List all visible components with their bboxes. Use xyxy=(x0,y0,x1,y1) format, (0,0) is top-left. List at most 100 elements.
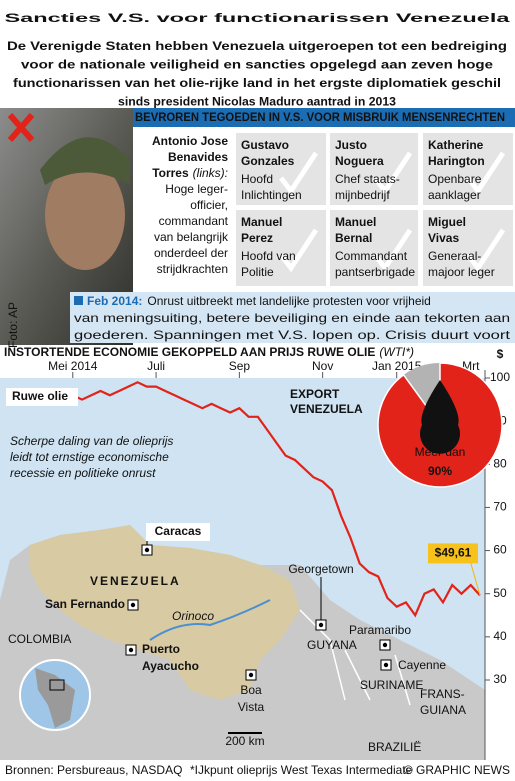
person-role: Hoofd van xyxy=(241,249,296,263)
city-dot xyxy=(128,647,134,653)
person-name: Benavides xyxy=(168,150,228,164)
city-label-bg xyxy=(146,523,210,541)
neighbor-label: BRAZILIË xyxy=(368,740,421,754)
city-label: Vista xyxy=(238,700,265,714)
city-dot xyxy=(382,642,388,648)
person-description: officier, xyxy=(190,198,228,212)
river-label: Orinoco xyxy=(172,609,214,623)
y-tick-label: 70 xyxy=(493,500,507,514)
oil-drop xyxy=(420,380,461,454)
city-dot xyxy=(248,672,254,678)
pie-category: Olie xyxy=(429,420,452,434)
red-cross xyxy=(7,113,35,142)
border-lines xyxy=(299,609,411,706)
person-role: Inlichtingen xyxy=(241,188,302,202)
person-role: Openbare xyxy=(428,172,482,186)
person-name: Noguera xyxy=(335,154,384,168)
y-unit: $ xyxy=(497,347,504,361)
y-tick-label: 80 xyxy=(493,456,507,470)
person-name: Justo xyxy=(335,138,367,152)
city-dot xyxy=(318,622,324,628)
x-tick-label: Juli xyxy=(147,359,165,373)
neighbor-label: FRANS- xyxy=(420,687,465,701)
timeline-line: Feb 2014: Onrust uitbreekt met landelijke… xyxy=(87,294,431,308)
banner-text: BEVROREN TEGOEDEN IN V.S. VOOR MISBRUIK … xyxy=(135,110,505,124)
city-label: Puerto xyxy=(142,642,180,656)
venezuela-land xyxy=(30,525,300,700)
person-role: Politie xyxy=(241,265,274,279)
neighbor-label: GUIANA xyxy=(420,703,466,717)
person-name-line: Torres (links): xyxy=(152,166,228,180)
card-check xyxy=(466,228,506,273)
person-card xyxy=(423,210,513,286)
person-description: Hoge leger- xyxy=(165,182,228,196)
person-role: Chef staats- xyxy=(335,172,400,186)
person-name: Bernal xyxy=(335,231,372,245)
person-name: Torres xyxy=(152,166,189,180)
x-tick-label: Mei 2014 xyxy=(48,359,98,373)
timeline-bg xyxy=(70,292,515,343)
footer-credit: © GRAPHIC NEWS xyxy=(404,763,510,777)
timeline-text: goederen. Spanningen met V.S. lopen op. … xyxy=(74,328,511,342)
city-dot xyxy=(144,547,150,553)
annotation: leidt tot ernstige economische xyxy=(10,450,169,464)
person-role: Hoofd xyxy=(241,172,273,186)
price-line xyxy=(7,381,481,618)
card-check xyxy=(279,151,319,196)
neighbor-label: SURINAME xyxy=(360,678,423,692)
value-label: $49,61 xyxy=(435,546,472,560)
photo-cap xyxy=(40,137,130,185)
person-role: Generaal- xyxy=(428,249,481,263)
photo-credit: Foto: AP xyxy=(6,302,20,348)
scale-label: 200 km xyxy=(225,734,264,748)
legend-bg xyxy=(6,388,78,406)
neighbor-label: COLOMBIA xyxy=(8,632,71,646)
person-name: Katherine xyxy=(428,138,484,152)
timeline-date: Feb 2014: xyxy=(87,294,142,308)
city-label: Boa xyxy=(240,683,262,697)
pie-value-label: 90% xyxy=(428,464,452,478)
person-card xyxy=(423,133,513,205)
x-tick-label: Sep xyxy=(229,359,251,373)
person-name: Vivas xyxy=(428,231,459,245)
city-label: Ayacucho xyxy=(142,659,199,673)
person-description: strijdkrachten xyxy=(157,262,228,276)
person-name: Miguel xyxy=(428,215,466,229)
country-label: VENEZUELA xyxy=(90,574,181,588)
person-name: Gustavo xyxy=(241,138,289,152)
person-description: van belangrijk xyxy=(154,230,229,244)
footer-note: *IJkpunt olieprijs West Texas Intermedia… xyxy=(190,763,413,777)
person-card xyxy=(236,133,326,205)
person-role: Commandant xyxy=(335,249,408,263)
person-name: Perez xyxy=(241,231,273,245)
city-dot xyxy=(130,602,136,608)
person-description: commandant xyxy=(159,214,229,228)
city-label: Cayenne xyxy=(398,658,446,672)
person-description: onderdeel der xyxy=(154,246,228,260)
person-card xyxy=(330,133,418,205)
subtitle-line: sinds president Nicolas Maduro aantrad i… xyxy=(118,95,396,109)
card-check xyxy=(373,151,413,196)
person-role: majoor leger xyxy=(428,265,495,279)
neighbor-label: GUYANA xyxy=(307,638,357,652)
x-tick-label: Jan 2015 xyxy=(372,359,422,373)
person-card xyxy=(236,210,326,286)
timeline-text: Onrust uitbreekt met landelijke proteste… xyxy=(147,294,430,308)
y-tick-label: 30 xyxy=(493,672,507,686)
person-name: Harington xyxy=(428,154,485,168)
timeline-bullet xyxy=(74,296,83,305)
x-tick-label: Nov xyxy=(312,359,333,373)
y-tick-label: 40 xyxy=(493,629,507,643)
subtitle-line: functionarissen van het olie-rijke land … xyxy=(13,76,501,90)
subtitle-line: De Verenigde Staten hebben Venezuela uit… xyxy=(7,39,507,53)
photo-face xyxy=(45,160,125,270)
city-dot xyxy=(383,662,389,668)
annotation: recessie en politieke onrust xyxy=(10,466,156,480)
pie-title: VENEZUELA xyxy=(290,402,363,416)
person-role: pantserbrigade xyxy=(335,265,415,279)
river xyxy=(149,599,271,641)
chart-title: INSTORTENDE ECONOMIE GEKOPPELD AAN PRIJS… xyxy=(4,345,375,359)
person-name: Manuel xyxy=(335,215,376,229)
card-check xyxy=(466,151,506,196)
